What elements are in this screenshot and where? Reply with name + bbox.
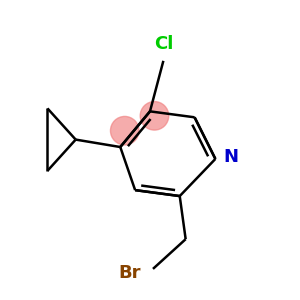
Circle shape: [140, 102, 169, 130]
Text: N: N: [224, 148, 239, 166]
Circle shape: [110, 116, 139, 145]
Text: Cl: Cl: [154, 35, 173, 53]
Text: Br: Br: [118, 264, 141, 282]
